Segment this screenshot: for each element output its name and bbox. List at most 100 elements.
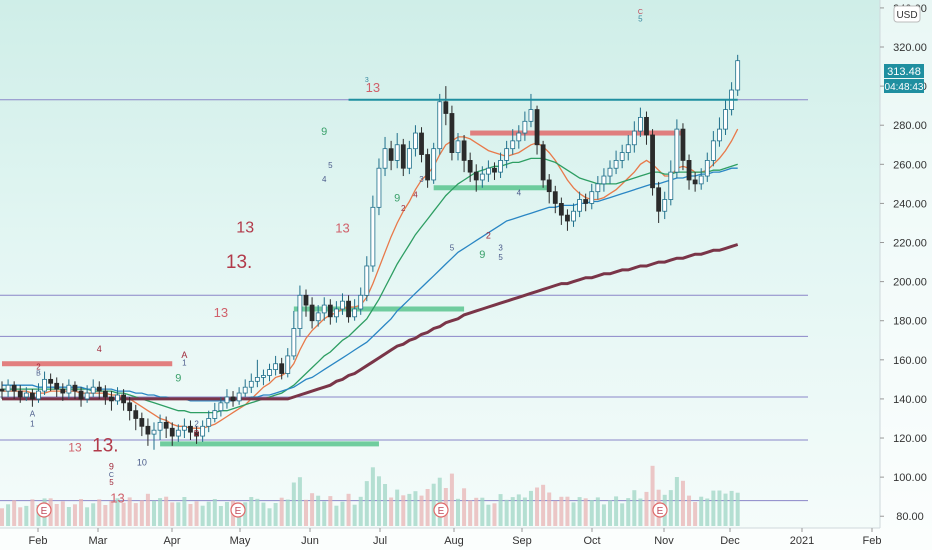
volume-bar	[352, 504, 357, 526]
candle-body	[710, 140, 716, 161]
volume-bar	[583, 498, 588, 526]
signal-label: 1	[182, 359, 187, 368]
volume-bar	[133, 503, 138, 526]
candle-body	[467, 160, 473, 173]
volume-bar	[182, 497, 187, 526]
volume-bar	[699, 496, 704, 526]
candle-body	[29, 392, 35, 400]
x-tick-label: Aug	[444, 535, 464, 547]
candle-body	[644, 116, 649, 136]
candle-body	[485, 167, 491, 175]
candle-body	[431, 148, 437, 181]
volume-bar	[218, 506, 223, 526]
volume-bar	[6, 504, 11, 526]
currency-badge[interactable]: USD	[893, 5, 921, 23]
volume-bar	[565, 496, 570, 526]
volume-bar	[103, 505, 108, 526]
volume-bar	[127, 497, 132, 526]
candle-body	[163, 421, 169, 429]
candle-body	[60, 388, 66, 394]
y-tick-label: 220.00	[893, 238, 927, 250]
volume-bar	[626, 498, 631, 526]
volume-bar	[36, 505, 41, 526]
volume-bar	[18, 507, 23, 526]
signal-label: 13	[335, 221, 349, 236]
volume-bar	[437, 477, 442, 526]
signal-label: 2	[36, 363, 41, 372]
price-zone	[433, 185, 550, 191]
candle-body	[443, 101, 449, 114]
candle-body	[473, 171, 479, 181]
candle-body	[571, 210, 576, 222]
moving-average-line	[2, 243, 739, 401]
signal-label: 4	[413, 191, 418, 200]
y-tick-label: 240.00	[893, 198, 927, 210]
volume-bar	[194, 501, 199, 526]
price-zone	[2, 361, 173, 367]
candle-body	[291, 328, 297, 357]
volume-bar	[480, 497, 485, 526]
candle-body	[400, 144, 406, 169]
volume-bar	[316, 495, 321, 526]
signal-label: 9	[175, 372, 181, 384]
candle-body	[686, 160, 692, 181]
price-zone	[470, 130, 683, 136]
moving-average-line	[2, 128, 739, 429]
volume-bar	[340, 501, 345, 526]
volume-bar	[687, 495, 692, 526]
signal-label: 10	[137, 457, 147, 467]
signal-label: C	[109, 472, 114, 479]
candle-body	[267, 369, 272, 376]
time-scale[interactable]: Feb Mar Apr May Jun Jul Aug Sep Oct Nov Dec 2021 Feb	[0, 527, 881, 550]
y-tick-label: 280.00	[893, 120, 927, 132]
volume-bar	[85, 507, 90, 526]
candle-body	[66, 384, 72, 394]
candle-body	[388, 148, 394, 161]
signal-label: 5	[498, 253, 503, 262]
candle-body	[370, 206, 376, 267]
candle-body	[613, 160, 619, 169]
y-tick-label: 100.00	[893, 472, 927, 484]
candle-body	[565, 214, 570, 222]
candle-body	[352, 308, 358, 318]
volume-bar	[297, 477, 302, 526]
x-tick-label: Oct	[583, 535, 600, 547]
candle-body	[577, 199, 582, 212]
candle-body	[181, 425, 187, 431]
y-tick-label: 180.00	[893, 316, 927, 328]
volume-bar	[668, 490, 673, 526]
candle-body	[315, 312, 321, 322]
candle-body	[674, 128, 680, 173]
price-scale[interactable]: 80.00 100.00 120.00 140.00 160.00 180.00 200.0…	[879, 0, 932, 550]
candle-body	[285, 355, 291, 374]
volume-bar	[79, 499, 84, 526]
last-price-label: 313.48 04:48:43	[884, 64, 924, 93]
candle-body	[78, 390, 84, 400]
y-tick-label: 140.00	[893, 394, 927, 406]
candle-body	[516, 132, 522, 142]
candle-body	[327, 304, 333, 318]
volume-bar	[109, 501, 114, 526]
volume-bar	[723, 493, 728, 526]
volume-bar	[516, 494, 521, 526]
candle-body	[254, 377, 260, 382]
x-tick-label: Feb	[29, 535, 48, 547]
volume-bar	[334, 505, 339, 526]
last-price-value: 313.48	[887, 66, 921, 78]
candle-body	[218, 402, 224, 412]
volume-bar	[449, 473, 454, 526]
candle-body	[552, 191, 558, 204]
volume-bar	[419, 495, 424, 526]
volume-bar	[650, 465, 655, 526]
signal-label: 4	[322, 175, 327, 184]
candle-body	[303, 294, 309, 306]
volume-bar	[680, 480, 685, 526]
candle-body	[692, 179, 698, 185]
x-tick-label: May	[230, 535, 251, 547]
volume-bar	[200, 505, 205, 526]
y-tick-label: 260.00	[893, 159, 927, 171]
candle-body	[558, 203, 564, 216]
